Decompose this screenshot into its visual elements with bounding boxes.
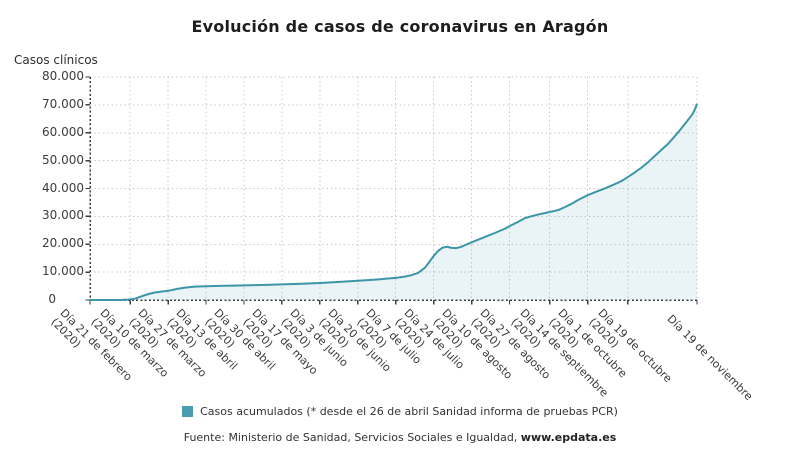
- source-text: Fuente: Ministerio de Sanidad, Servicios…: [183, 431, 521, 444]
- series-line: [90, 103, 698, 301]
- y-tick-label: 10.000: [42, 264, 84, 279]
- y-tick-label: 50.000: [42, 152, 84, 167]
- source-line: Fuente: Ministerio de Sanidad, Servicios…: [0, 431, 800, 444]
- y-tick-label: 80.000: [42, 69, 84, 83]
- legend-swatch-icon: [182, 406, 194, 417]
- y-tick-label: 60.000: [42, 124, 84, 139]
- y-tick-label: 40.000: [42, 180, 84, 195]
- series-area: [90, 103, 697, 300]
- plot-area[interactable]: [80, 70, 720, 312]
- y-tick-label: 70.000: [42, 96, 84, 111]
- y-tick-label: 0: [48, 292, 56, 306]
- y-tick-label: 20.000: [42, 236, 84, 251]
- chart-title: Evolución de casos de coronavirus en Ara…: [191, 17, 609, 36]
- legend-item-casos-acumulados[interactable]: Casos acumulados (* desde el 26 de abril…: [0, 405, 800, 418]
- y-tick-label: 30.000: [42, 208, 84, 223]
- y-axis-title: Casos clínicos: [14, 53, 98, 67]
- brand-text: www.epdata.es: [520, 431, 617, 444]
- legend-label: Casos acumulados (* desde el 26 de abril…: [200, 405, 618, 418]
